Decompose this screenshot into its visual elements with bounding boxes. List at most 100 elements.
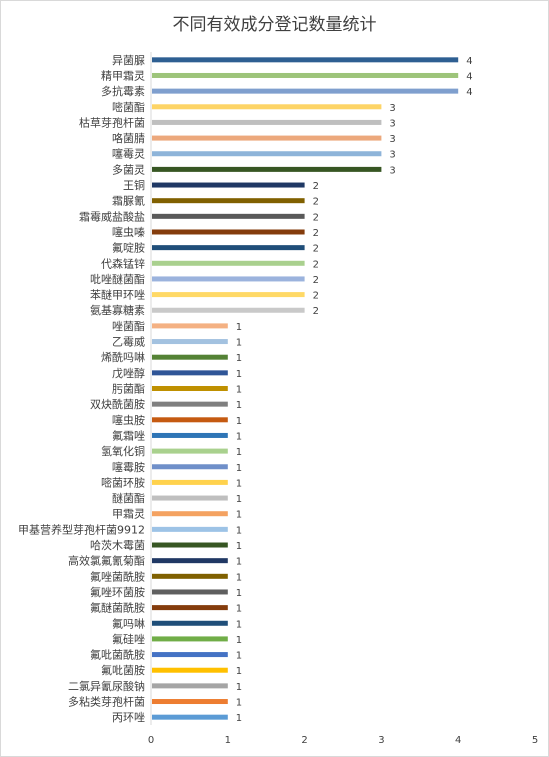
bar	[152, 464, 228, 470]
bar	[152, 339, 228, 345]
data-label: 1	[236, 385, 242, 396]
x-tick-label: 0	[148, 735, 154, 746]
category-label: 氨基寡糖素	[90, 303, 145, 317]
category-label: 丙环唑	[112, 711, 145, 724]
data-label: 1	[236, 572, 242, 583]
category-label: 氟唑菌酰胺	[90, 569, 145, 583]
data-label: 2	[313, 212, 319, 223]
bar	[152, 417, 228, 423]
bar	[152, 714, 228, 720]
category-label: 戊唑醇	[112, 366, 145, 380]
data-label: 1	[236, 400, 242, 411]
bar	[152, 260, 305, 266]
data-label: 1	[236, 463, 242, 474]
category-label: 噻霉灵	[112, 147, 145, 161]
data-label: 3	[389, 134, 395, 145]
category-label: 氟吡菌酰胺	[90, 648, 145, 662]
data-label: 1	[236, 510, 242, 521]
bar	[152, 495, 228, 501]
data-label: 1	[236, 416, 242, 427]
bar	[152, 448, 228, 454]
bar	[152, 72, 459, 78]
x-tick-label: 3	[378, 735, 384, 746]
category-label: 霜霉威盐酸盐	[79, 209, 145, 223]
category-label: 氟霜唑	[112, 429, 145, 442]
category-label: 氟吡菌胺	[101, 663, 145, 677]
data-label: 2	[313, 228, 319, 239]
x-tick-label: 1	[225, 735, 231, 746]
data-label: 1	[236, 541, 242, 552]
data-label: 1	[236, 494, 242, 505]
category-label: 氟醚菌酰胺	[90, 601, 145, 615]
data-label: 3	[389, 150, 395, 161]
bar	[152, 573, 228, 579]
bar	[152, 699, 228, 705]
category-label: 嘧菌酯	[112, 100, 145, 114]
category-label: 高效氯氟氰菊酯	[68, 554, 145, 568]
data-label: 4	[466, 71, 472, 82]
category-label: 氟硅唑	[112, 633, 145, 646]
bar	[152, 652, 228, 658]
bar	[152, 57, 459, 63]
category-label: 哈茨木霉菌	[90, 538, 145, 552]
category-label: 咯菌腈	[112, 131, 145, 145]
category-label: 二氯异氰尿酸钠	[68, 679, 145, 693]
data-label: 3	[389, 118, 395, 129]
category-label: 多抗霉素	[101, 84, 145, 98]
data-label: 1	[236, 478, 242, 489]
bar	[152, 542, 228, 548]
category-label: 唑菌酯	[112, 320, 145, 333]
bar	[152, 354, 228, 360]
category-label: 多菌灵	[112, 162, 145, 176]
data-label: 3	[389, 165, 395, 176]
data-label: 2	[313, 181, 319, 192]
data-label: 2	[313, 291, 319, 302]
data-label: 1	[236, 698, 242, 709]
bar	[152, 229, 305, 235]
data-label: 1	[236, 619, 242, 630]
x-tick-label: 4	[455, 735, 461, 746]
data-label: 1	[236, 338, 242, 349]
bar	[152, 526, 228, 532]
bar	[152, 558, 228, 564]
bar	[152, 589, 228, 595]
bar	[152, 386, 228, 391]
bar	[152, 432, 228, 438]
category-label: 吡唑醚菌酯	[90, 272, 145, 286]
category-label: 精甲霜灵	[101, 69, 145, 82]
data-label: 1	[236, 651, 242, 662]
bar	[152, 245, 305, 251]
data-label: 1	[236, 713, 242, 724]
category-label: 王铜	[123, 178, 145, 192]
category-label: 乙霉威	[112, 336, 145, 349]
bar	[152, 104, 382, 110]
category-label: 苯醚甲环唑	[90, 288, 145, 302]
data-label: 2	[313, 197, 319, 208]
bar	[152, 370, 228, 376]
data-label: 1	[236, 557, 242, 568]
category-label: 氟啶胺	[112, 241, 145, 255]
bar	[152, 605, 228, 611]
bar	[152, 119, 382, 125]
data-label: 2	[313, 244, 319, 255]
category-label: 代森锰锌	[101, 256, 145, 270]
category-label: 噻霉胺	[112, 460, 145, 474]
data-label: 4	[466, 56, 472, 67]
data-label: 1	[236, 369, 242, 380]
data-label: 1	[236, 322, 242, 333]
data-label: 2	[313, 259, 319, 270]
data-label: 1	[236, 353, 242, 364]
data-label: 1	[236, 682, 242, 693]
bar	[152, 166, 382, 172]
category-label: 噻虫嗪	[112, 225, 145, 239]
category-label: 双炔酰菌胺	[90, 397, 145, 411]
bar	[152, 276, 305, 282]
category-label: 醚菌酯	[112, 491, 145, 505]
bar	[152, 88, 459, 94]
data-label: 1	[236, 525, 242, 536]
bar	[152, 479, 228, 485]
bar	[152, 198, 305, 204]
data-label: 1	[236, 635, 242, 646]
category-label: 氟唑环菌胺	[90, 585, 145, 599]
data-label: 1	[236, 666, 242, 677]
